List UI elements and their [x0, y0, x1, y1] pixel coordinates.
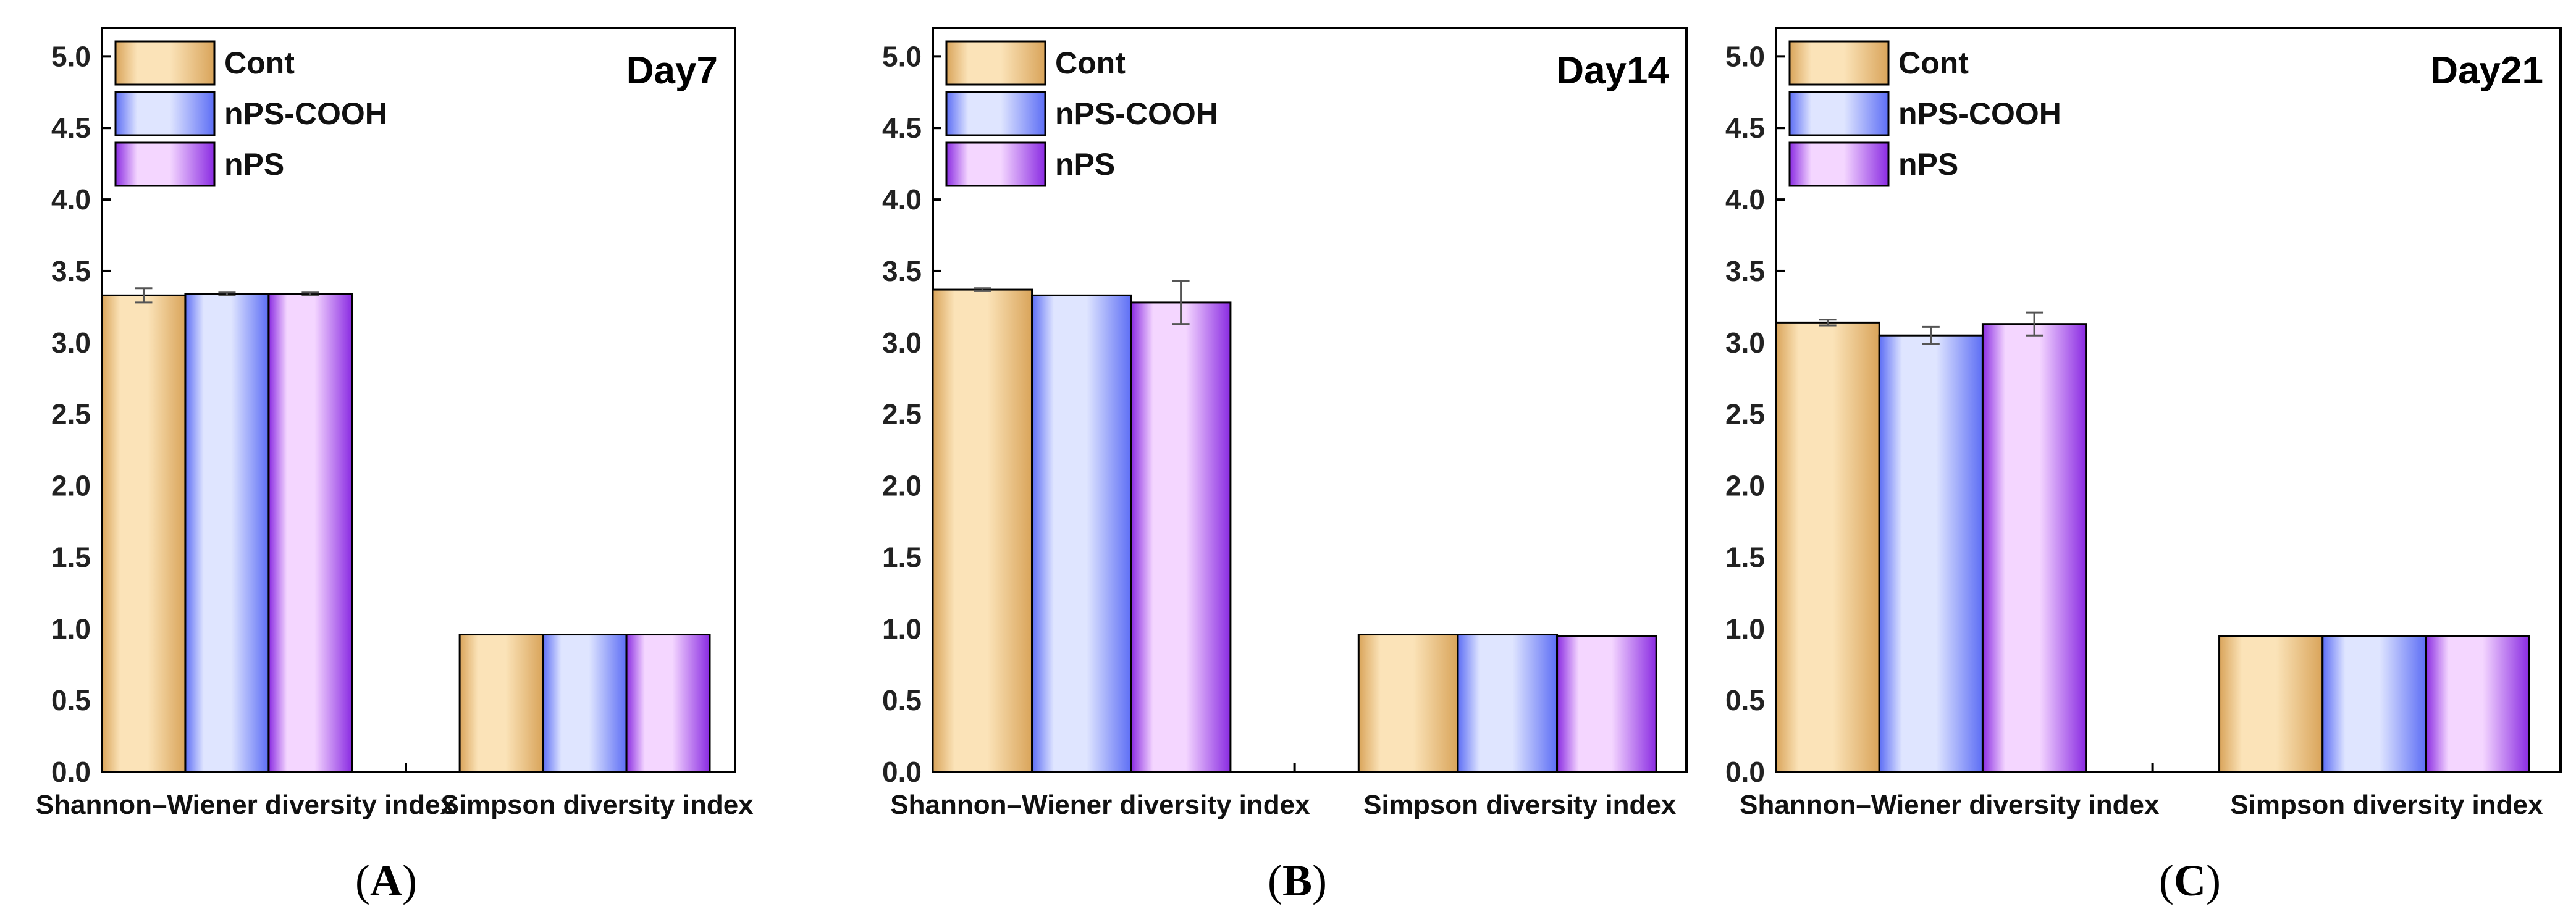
caption-close-paren: ): [402, 856, 417, 905]
legend-label-cont: Cont: [1055, 46, 1126, 80]
y-tick-label: 3.5: [882, 255, 922, 287]
bar-nps-cooh-shannon: [1878, 334, 1984, 773]
y-tick-label: 1.0: [51, 613, 91, 645]
panel-caption: (A): [355, 856, 417, 905]
legend-swatch-nps-cooh: [114, 91, 216, 136]
caption-letter: A: [370, 856, 402, 905]
caption-open-paren: (: [355, 856, 370, 905]
y-tick-label: 2.0: [51, 470, 91, 502]
bar-cont-simpson: [1357, 634, 1459, 773]
caption-letter: B: [1282, 856, 1312, 905]
y-tick-label: 3.5: [51, 255, 91, 287]
legend-label-nps-cooh: nPS-COOH: [1898, 96, 2061, 131]
bar-nps-cooh-shannon: [184, 293, 270, 773]
x-category-label: Shannon–Wiener diversity index: [36, 790, 456, 820]
y-tick-label: 1.5: [1725, 541, 1765, 573]
y-tick-label: 1.5: [51, 541, 91, 573]
legend-swatch-nps: [1788, 141, 1890, 187]
y-tick-label: 4.5: [1725, 112, 1765, 144]
y-tick-label: 0.5: [51, 684, 91, 716]
legend-swatch-cont: [945, 40, 1046, 86]
panel-caption: (C): [2159, 856, 2221, 905]
y-tick-label: 2.0: [882, 470, 922, 502]
legend-swatch-nps: [114, 141, 216, 187]
y-tick-label: 2.0: [1725, 470, 1765, 502]
y-tick-label: 4.5: [882, 112, 922, 144]
y-tick-label: 0.0: [1725, 756, 1765, 788]
chart-title: Day7: [626, 49, 718, 92]
y-tick-label: 2.5: [1725, 398, 1765, 430]
legend-label-nps-cooh: nPS-COOH: [224, 96, 387, 131]
y-tick-label: 4.0: [1725, 183, 1765, 216]
legend-swatch-nps: [945, 141, 1046, 187]
caption-close-paren: ): [1312, 856, 1327, 905]
legend-label-nps-cooh: nPS-COOH: [1055, 96, 1218, 131]
y-tick-label: 0.5: [1725, 684, 1765, 716]
bar-cont-simpson: [458, 634, 544, 773]
legend-label-cont: Cont: [1898, 46, 1969, 80]
y-tick-label: 0.0: [882, 756, 922, 788]
bar-nps-simpson: [625, 634, 711, 773]
legend-label-cont: Cont: [224, 46, 295, 80]
bar-cont-shannon: [1775, 321, 1880, 773]
panel-b: 0.0 0.5 1.0 1.5 2.0 2.5 3.0 3.5 4.0 4.5 5.0 Shannon…: [882, 27, 1688, 905]
chart-title: Day21: [2430, 49, 2543, 92]
panel-a: 0.0 0.5 1.0 1.5 2.0 2.5 3.0 3.5 4.0 4.5 5.0 Shannon…: [36, 27, 754, 905]
legend-label-nps: nPS: [1055, 147, 1115, 182]
x-category-label: Simpson diversity index: [2230, 790, 2543, 820]
y-tick-label: 2.5: [51, 398, 91, 430]
chart-title: Day14: [1556, 49, 1669, 92]
y-tick-label: 3.0: [51, 327, 91, 359]
legend-label-nps: nPS: [224, 147, 284, 182]
y-tick-label: 4.0: [51, 183, 91, 216]
legend-swatch-cont: [114, 40, 216, 86]
y-tick-label: 5.0: [882, 40, 922, 72]
y-tick-label: 0.5: [882, 684, 922, 716]
y-tick-label: 3.0: [882, 327, 922, 359]
legend-label-nps: nPS: [1898, 147, 1958, 182]
x-category-label: Shannon–Wiener diversity index: [1740, 790, 2160, 820]
bar-nps-simpson: [1556, 635, 1657, 773]
y-tick-label: 3.0: [1725, 327, 1765, 359]
y-tick-label: 4.0: [882, 183, 922, 216]
bar-nps-cooh-simpson: [2321, 635, 2427, 773]
y-tick-label: 0.0: [51, 756, 91, 788]
bar-nps-cooh-simpson: [1457, 634, 1559, 773]
panel-c: 0.0 0.5 1.0 1.5 2.0 2.5 3.0 3.5 4.0 4.5 5.0 Shannon…: [1725, 27, 2562, 905]
caption-close-paren: ): [2206, 856, 2221, 905]
bar-cont-shannon: [932, 288, 1033, 773]
x-category-label: Simpson diversity index: [1363, 790, 1677, 820]
bar-nps-cooh-simpson: [542, 634, 628, 773]
bar-nps-cooh-shannon: [1031, 294, 1132, 773]
bar-nps-shannon: [267, 293, 353, 773]
bar-nps-simpson: [2425, 635, 2530, 773]
x-category-label: Shannon–Wiener diversity index: [890, 790, 1310, 820]
bar-nps-shannon: [1130, 301, 1232, 773]
legend-swatch-nps-cooh: [1788, 91, 1890, 136]
caption-open-paren: (: [1268, 856, 1282, 905]
y-tick-label: 5.0: [51, 40, 91, 72]
y-tick-label: 5.0: [1725, 40, 1765, 72]
legend-swatch-cont: [1788, 40, 1890, 86]
legend-swatch-nps-cooh: [945, 91, 1046, 136]
bar-cont-shannon: [101, 294, 187, 773]
y-tick-label: 3.5: [1725, 255, 1765, 287]
bar-nps-shannon: [1981, 323, 2087, 773]
y-tick-label: 2.5: [882, 398, 922, 430]
caption-letter: C: [2174, 856, 2206, 905]
caption-open-paren: (: [2159, 856, 2174, 905]
y-tick-label: 1.0: [1725, 613, 1765, 645]
y-tick-label: 4.5: [51, 112, 91, 144]
bar-cont-simpson: [2218, 635, 2324, 773]
y-tick-label: 1.5: [882, 541, 922, 573]
x-category-label: Simpson diversity index: [440, 790, 754, 820]
y-tick-label: 1.0: [882, 613, 922, 645]
panel-caption: (B): [1268, 856, 1327, 905]
